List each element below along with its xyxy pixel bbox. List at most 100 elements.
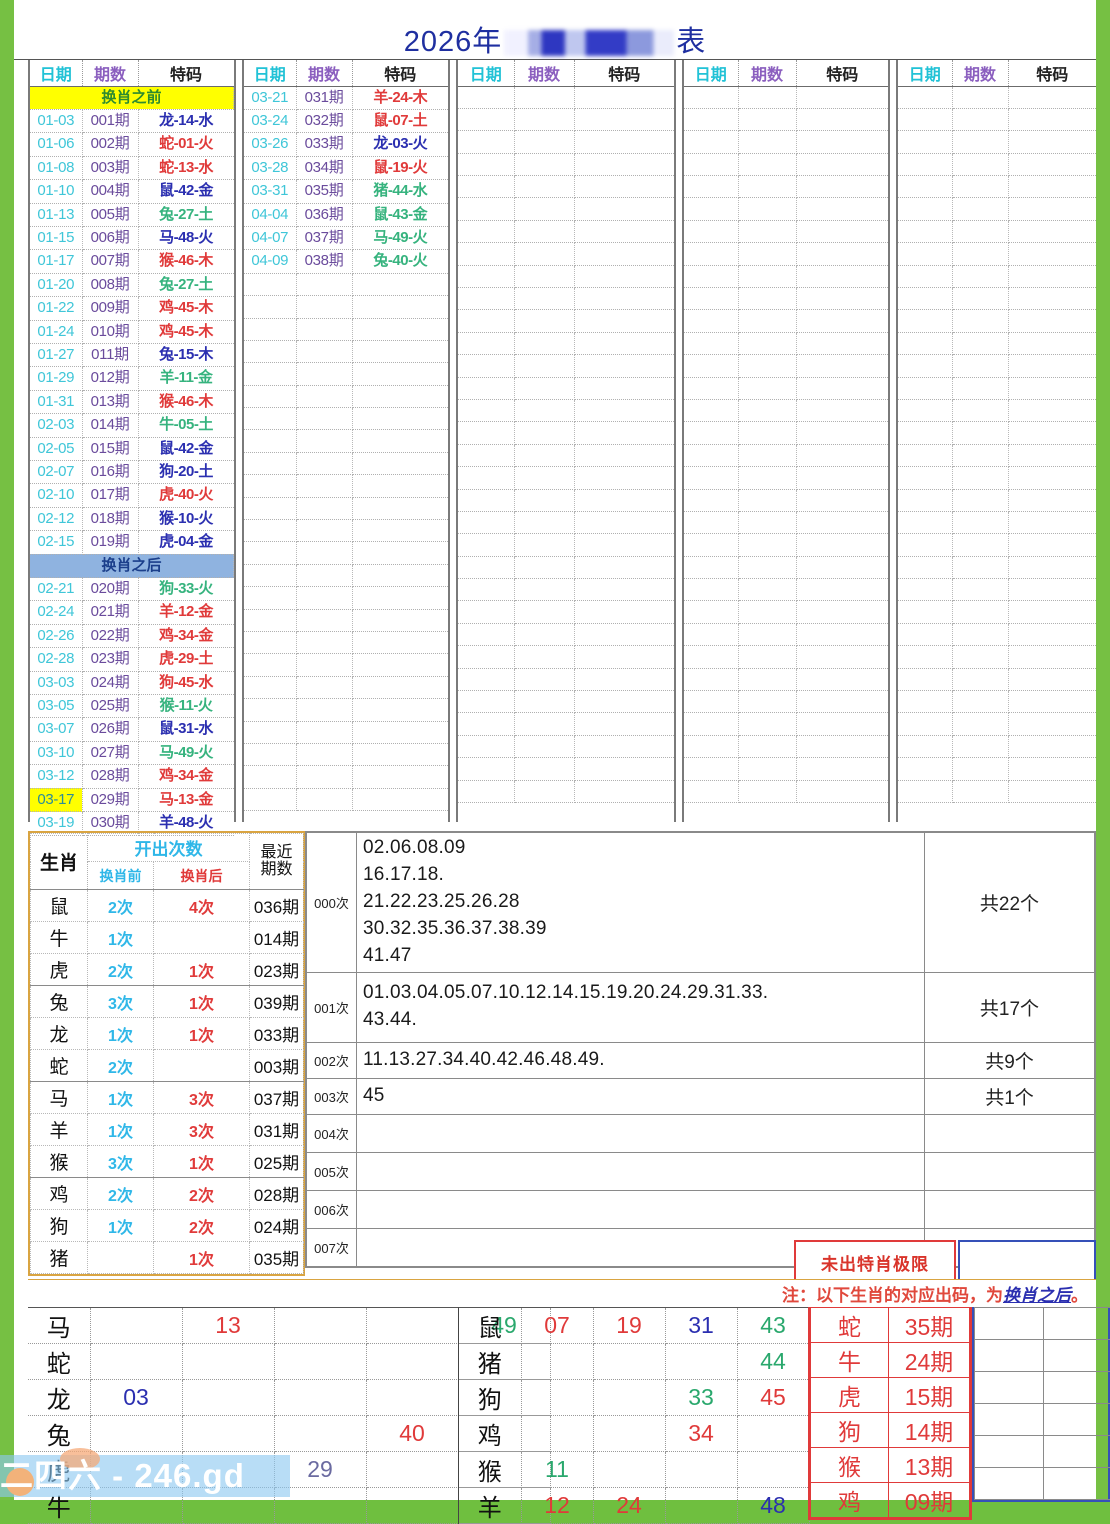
section-after: 换肖之后 <box>30 554 234 577</box>
count-after: 1次 <box>154 1018 250 1050</box>
empty-row <box>684 176 888 198</box>
empty-cell <box>352 587 448 609</box>
draw-code: 兔-27-土 <box>138 273 234 296</box>
empty-cell <box>296 273 352 295</box>
empty-row <box>458 511 674 533</box>
empty-cell <box>296 408 352 430</box>
draw-code: 虎-40-火 <box>138 484 234 507</box>
draw-period: 001期 <box>82 109 138 132</box>
empty-cell <box>352 609 448 631</box>
empty-row <box>684 399 888 421</box>
empty-row <box>898 511 1096 533</box>
empty-cell <box>352 721 448 743</box>
empty-cell <box>296 632 352 654</box>
draw-date: 01-20 <box>30 273 82 296</box>
empty-cell <box>1008 623 1096 645</box>
empty-cell <box>738 422 796 444</box>
empty-cell <box>458 377 514 399</box>
count-after: 1次 <box>154 986 250 1018</box>
freq-label: 002次 <box>307 1042 357 1078</box>
draw-period: 011期 <box>82 343 138 366</box>
empty-cell <box>296 475 352 497</box>
recent-period: 003期 <box>250 1050 304 1082</box>
empty-cell <box>574 467 674 489</box>
empty-cell <box>514 399 574 421</box>
limit-periods: 09期 <box>889 1483 970 1518</box>
empty-cell <box>898 310 952 332</box>
empty-cell <box>952 131 1008 153</box>
empty-row <box>898 556 1096 578</box>
empty-row <box>898 332 1096 354</box>
empty-cell <box>574 579 674 601</box>
empty-row <box>244 385 448 407</box>
empty-row <box>458 713 674 735</box>
empty-cell <box>1008 86 1096 108</box>
empty-cell <box>952 265 1008 287</box>
draw-code: 猴-11-火 <box>138 695 234 718</box>
empty-cell <box>244 632 296 654</box>
empty-cell <box>514 220 574 242</box>
empty-cell <box>458 399 514 421</box>
count-before <box>88 1242 154 1274</box>
draw-date: 02-28 <box>30 648 82 671</box>
empty-row <box>458 377 674 399</box>
empty-cell <box>738 713 796 735</box>
note-row: 注：以下生肖的对应出码，为换肖之后。 <box>28 1279 1096 1307</box>
empty-cell <box>514 646 574 668</box>
empty-row <box>458 355 674 377</box>
count-before: 2次 <box>88 954 154 986</box>
empty-cell <box>296 766 352 788</box>
number-cell <box>737 1452 809 1488</box>
empty-row <box>684 108 888 130</box>
blue-table-row <box>975 1308 1110 1340</box>
empty-cell <box>244 676 296 698</box>
zodiac-name: 羊 <box>459 1488 521 1524</box>
count-before: 2次 <box>88 1050 154 1082</box>
limit-zodiac: 牛 <box>811 1343 889 1378</box>
empty-cell <box>244 296 296 318</box>
empty-cell <box>684 243 738 265</box>
empty-row <box>244 520 448 542</box>
empty-cell <box>684 467 738 489</box>
empty-cell <box>514 422 574 444</box>
count-after: 1次 <box>154 1146 250 1178</box>
empty-cell <box>952 355 1008 377</box>
draw-date: 03-10 <box>30 741 82 764</box>
empty-cell <box>514 758 574 780</box>
empty-cell <box>898 243 952 265</box>
draw-code: 马-49-火 <box>138 741 234 764</box>
empty-row <box>458 758 674 780</box>
empty-cell <box>574 310 674 332</box>
draw-date: 01-31 <box>30 390 82 413</box>
empty-cell <box>514 310 574 332</box>
col-header-date: 日期 <box>458 60 514 86</box>
empty-cell <box>952 579 1008 601</box>
freq-numbers: 11.13.27.34.40.42.46.48.49. <box>357 1042 925 1078</box>
empty-cell <box>244 721 296 743</box>
empty-cell <box>574 399 674 421</box>
blue-table-row <box>975 1372 1110 1404</box>
freq-label: 001次 <box>307 972 357 1042</box>
empty-cell <box>1008 556 1096 578</box>
draw-period: 004期 <box>82 180 138 203</box>
freq-row: 004次 <box>307 1114 1095 1152</box>
empty-cell <box>458 780 514 802</box>
empty-cell <box>684 534 738 556</box>
col-header-date: 日期 <box>684 60 738 86</box>
empty-cell <box>1008 355 1096 377</box>
empty-row <box>684 355 888 377</box>
freq-total <box>925 1190 1095 1228</box>
empty-row <box>458 422 674 444</box>
empty-cell <box>1008 153 1096 175</box>
draw-code: 鸡-45-木 <box>138 320 234 343</box>
number-cell <box>274 1416 366 1452</box>
